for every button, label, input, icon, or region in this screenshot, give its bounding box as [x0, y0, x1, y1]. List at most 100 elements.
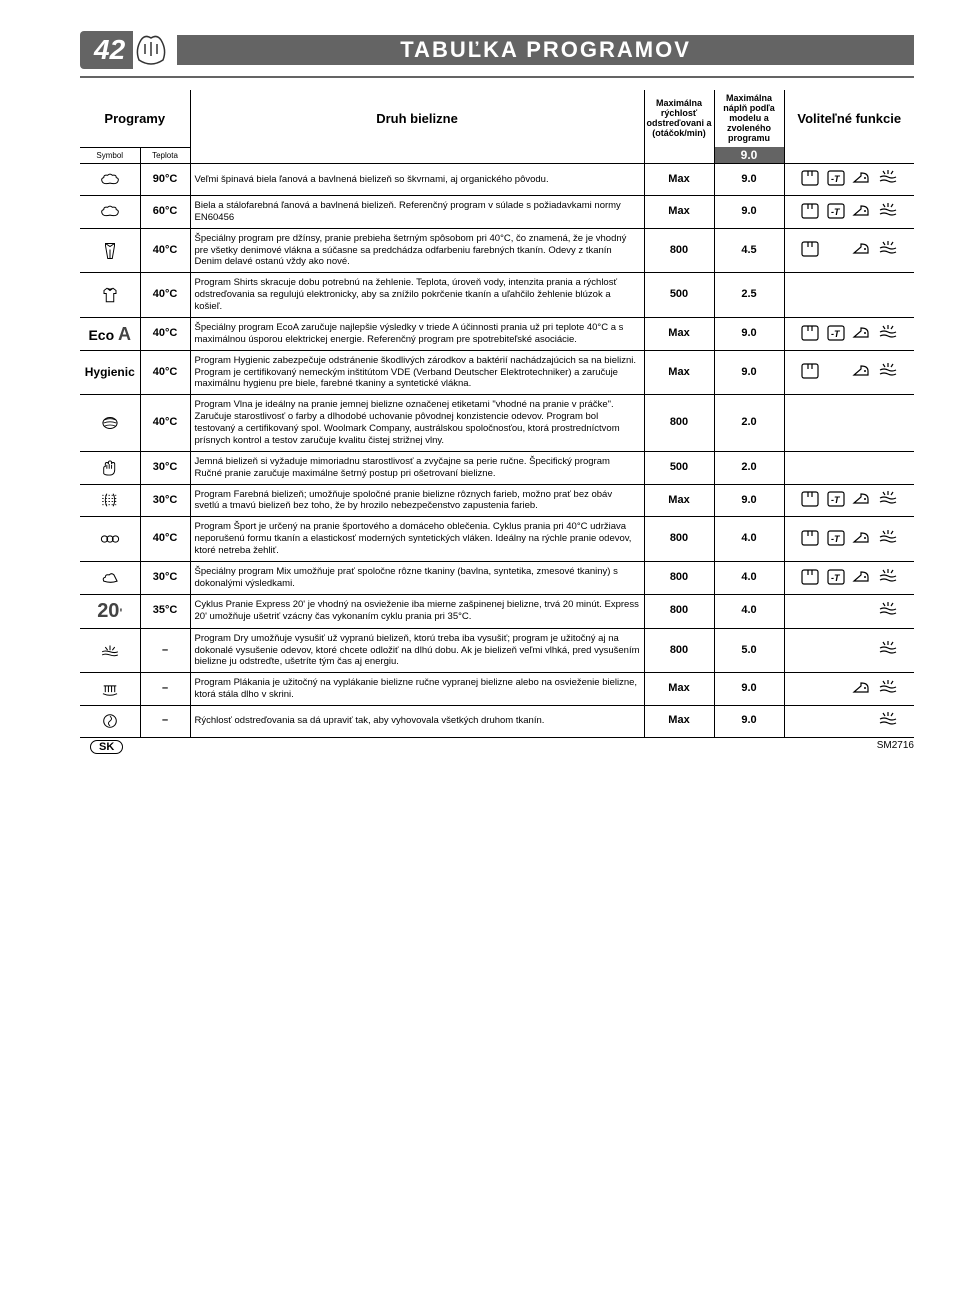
- program-spin-cell: Max: [644, 673, 714, 706]
- program-functions-cell: [784, 317, 914, 350]
- program-temp-cell: 90°C: [140, 164, 190, 196]
- program-functions-cell: [784, 628, 914, 673]
- program-desc-cell: Špeciálny program Mix umožňuje prať spol…: [190, 561, 644, 594]
- program-desc-cell: Program Shirts skracuje dobu potrebnú na…: [190, 273, 644, 318]
- program-symbol-cell: [80, 451, 140, 484]
- program-functions-cell: [784, 195, 914, 228]
- program-spin-cell: Max: [644, 484, 714, 517]
- program-spin-cell: Max: [644, 164, 714, 196]
- program-symbol-cell: [80, 706, 140, 738]
- program-spin-cell: 500: [644, 273, 714, 318]
- program-symbol-cell: 20': [80, 594, 140, 628]
- program-symbol-cell: [80, 517, 140, 562]
- program-symbol-cell: [80, 228, 140, 273]
- program-temp-cell: 40°C: [140, 395, 190, 452]
- program-spin-cell: 800: [644, 395, 714, 452]
- page-title: TABUĽKA PROGRAMOV: [177, 35, 914, 65]
- program-symbol-cell: Eco A: [80, 317, 140, 350]
- program-spin-cell: Max: [644, 195, 714, 228]
- program-temp-cell: 30°C: [140, 561, 190, 594]
- program-temp-cell: 40°C: [140, 350, 190, 395]
- program-functions-cell: [784, 273, 914, 318]
- program-desc-cell: Program Šport je určený na pranie športo…: [190, 517, 644, 562]
- program-functions-cell: [784, 164, 914, 196]
- th-capacity: Maximálna náplň podľa modelu a zvoleného…: [714, 90, 784, 147]
- program-symbol-cell: [80, 561, 140, 594]
- program-desc-cell: Biela a stálofarebná ľanová a bavlnená b…: [190, 195, 644, 228]
- program-functions-cell: [784, 706, 914, 738]
- program-table: Programy Druh bielizne Maximálna rýchlos…: [80, 90, 914, 738]
- program-capacity-cell: 5.0: [714, 628, 784, 673]
- table-row: 40°CProgram Vlna je ideálny na pranie je…: [80, 395, 914, 452]
- th-symbol: Symbol: [80, 147, 140, 164]
- program-temp-cell: 40°C: [140, 273, 190, 318]
- program-desc-cell: Rýchlosť odstreďovania sa dá upraviť tak…: [190, 706, 644, 738]
- document-code: SM2716: [877, 740, 914, 751]
- program-capacity-cell: 4.0: [714, 594, 784, 628]
- program-capacity-cell: 4.0: [714, 517, 784, 562]
- program-desc-cell: Program Dry umožňuje vysušiť už vypranú …: [190, 628, 644, 673]
- program-temp-cell: 60°C: [140, 195, 190, 228]
- program-symbol-cell: [80, 484, 140, 517]
- program-capacity-cell: 2.0: [714, 395, 784, 452]
- program-desc-cell: Program Vlna je ideálny na pranie jemnej…: [190, 395, 644, 452]
- program-temp-cell: –: [140, 706, 190, 738]
- table-body: 90°CVeľmi špinavá biela ľanová a bavlnen…: [80, 164, 914, 737]
- table-row: 90°CVeľmi špinavá biela ľanová a bavlnen…: [80, 164, 914, 196]
- program-functions-cell: [784, 228, 914, 273]
- table-row: –Program Plákania je užitočný na vypláka…: [80, 673, 914, 706]
- program-symbol-cell: Hygienic: [80, 350, 140, 395]
- program-desc-cell: Program Plákania je užitočný na vyplákan…: [190, 673, 644, 706]
- program-capacity-cell: 4.0: [714, 561, 784, 594]
- program-capacity-cell: 9.0: [714, 195, 784, 228]
- program-spin-cell: 500: [644, 451, 714, 484]
- program-functions-cell: [784, 594, 914, 628]
- program-capacity-cell: 2.0: [714, 451, 784, 484]
- program-symbol-cell: [80, 673, 140, 706]
- program-temp-cell: –: [140, 673, 190, 706]
- th-functions: Voliteľné funkcie: [784, 90, 914, 147]
- th-temp: Teplota: [140, 147, 190, 164]
- program-temp-cell: –: [140, 628, 190, 673]
- program-capacity-cell: 9.0: [714, 164, 784, 196]
- program-functions-cell: [784, 350, 914, 395]
- table-row: 30°CŠpeciálny program Mix umožňuje prať …: [80, 561, 914, 594]
- program-functions-cell: [784, 395, 914, 452]
- page-footer: SK SM2716: [80, 740, 914, 754]
- table-row: –Rýchlosť odstreďovania sa dá upraviť ta…: [80, 706, 914, 738]
- program-spin-cell: Max: [644, 317, 714, 350]
- th-spin: Maximálna rýchlosť odstreďovani a (otáčo…: [644, 90, 714, 147]
- program-capacity-cell: 9.0: [714, 350, 784, 395]
- program-capacity-cell: 2.5: [714, 273, 784, 318]
- page-number-badge: 42: [80, 31, 133, 69]
- table-row: 30°CJemná bielizeň si vyžaduje mimoriadn…: [80, 451, 914, 484]
- program-capacity-cell: 9.0: [714, 706, 784, 738]
- program-symbol-cell: [80, 273, 140, 318]
- th-programs: Programy: [80, 90, 190, 147]
- program-spin-cell: Max: [644, 350, 714, 395]
- program-temp-cell: 40°C: [140, 317, 190, 350]
- program-spin-cell: 800: [644, 517, 714, 562]
- program-desc-cell: Program Farebná bielizeň; umožňuje spolo…: [190, 484, 644, 517]
- program-desc-cell: Špeciálny program EcoA zaručuje najlepši…: [190, 317, 644, 350]
- program-symbol-cell: [80, 395, 140, 452]
- header-rule: [80, 76, 914, 78]
- language-badge: SK: [90, 740, 123, 754]
- program-desc-cell: Veľmi špinavá biela ľanová a bavlnená bi…: [190, 164, 644, 196]
- program-desc-cell: Cyklus Pranie Express 20' je vhodný na o…: [190, 594, 644, 628]
- max-capacity-value: 9.0: [715, 147, 784, 163]
- program-symbol-cell: [80, 628, 140, 673]
- program-spin-cell: 800: [644, 628, 714, 673]
- program-spin-cell: Max: [644, 706, 714, 738]
- table-row: Hygienic40°CProgram Hygienic zabezpečuje…: [80, 350, 914, 395]
- program-functions-cell: [784, 673, 914, 706]
- program-temp-cell: 30°C: [140, 451, 190, 484]
- table-row: 30°CProgram Farebná bielizeň; umožňuje s…: [80, 484, 914, 517]
- program-capacity-cell: 9.0: [714, 484, 784, 517]
- table-row: 40°CProgram Shirts skracuje dobu potrebn…: [80, 273, 914, 318]
- program-symbol-cell: [80, 164, 140, 196]
- program-capacity-cell: 9.0: [714, 673, 784, 706]
- program-temp-cell: 40°C: [140, 517, 190, 562]
- program-spin-cell: 800: [644, 561, 714, 594]
- program-capacity-cell: 9.0: [714, 317, 784, 350]
